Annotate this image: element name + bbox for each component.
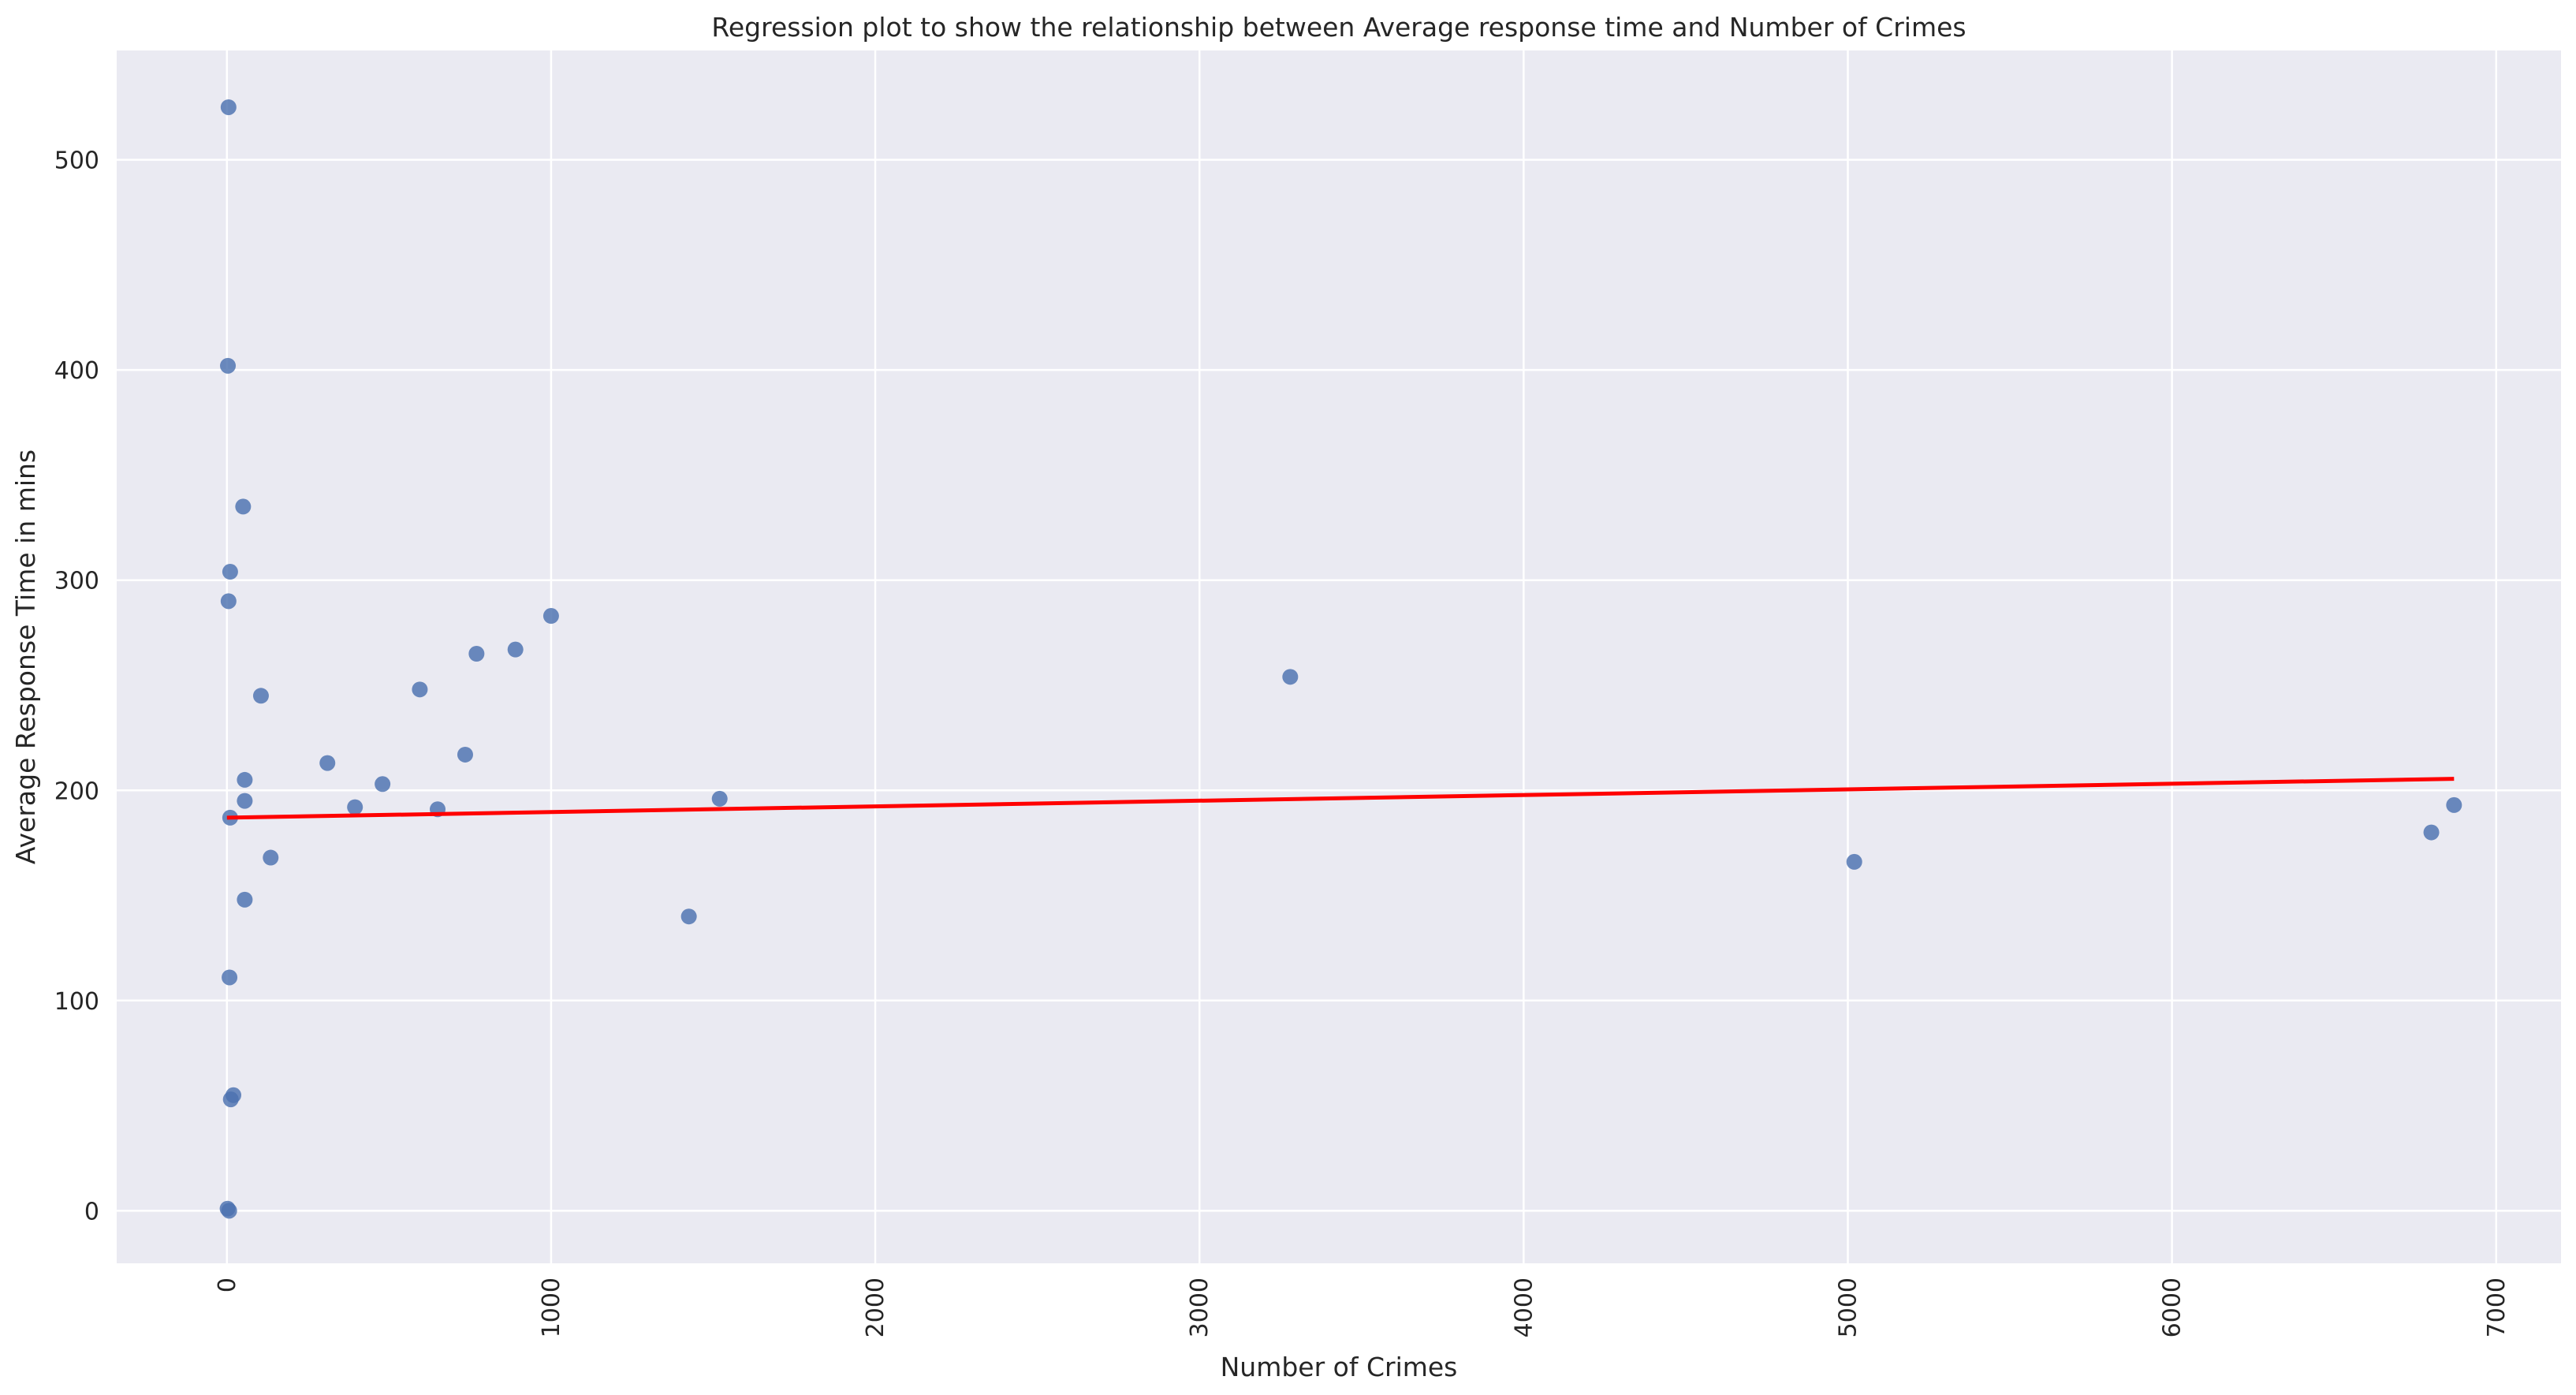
scatter-point bbox=[263, 849, 279, 866]
scatter-point bbox=[2423, 824, 2440, 841]
x-tick-label: 6000 bbox=[2159, 1278, 2186, 1337]
y-tick-label: 100 bbox=[54, 988, 99, 1016]
scatter-point bbox=[220, 593, 237, 610]
scatter-point bbox=[457, 746, 473, 763]
x-tick-label: 2000 bbox=[862, 1278, 889, 1337]
plot-area bbox=[117, 50, 2561, 1263]
chart-title: Regression plot to show the relationship… bbox=[711, 12, 1966, 43]
y-tick-label: 0 bbox=[84, 1198, 99, 1225]
scatter-point bbox=[468, 646, 485, 662]
scatter-point bbox=[237, 771, 253, 788]
scatter-point bbox=[235, 498, 252, 515]
scatter-point bbox=[711, 790, 728, 807]
tick-labels: 0 1000 2000 3000 4000 5000 6000 7000 0 100 200 300 4… bbox=[54, 147, 2511, 1338]
x-axis-label: Number of Crimes bbox=[1221, 1352, 1458, 1382]
y-tick-label: 300 bbox=[54, 568, 99, 595]
scatter-point bbox=[220, 99, 237, 115]
scatter-point bbox=[412, 681, 428, 698]
scatter-point bbox=[2446, 796, 2462, 813]
x-tick-label: 7000 bbox=[2483, 1278, 2511, 1337]
y-axis-label: Average Response Time in mins bbox=[10, 449, 41, 864]
scatter-point bbox=[237, 793, 253, 809]
scatter-point bbox=[347, 799, 363, 815]
grid-lines bbox=[117, 50, 2561, 1263]
x-tick-label: 1000 bbox=[538, 1278, 565, 1337]
y-tick-label: 200 bbox=[54, 778, 99, 805]
scatter-point bbox=[375, 776, 391, 793]
scatter-point bbox=[1282, 669, 1299, 685]
scatter-points bbox=[219, 99, 2462, 1219]
x-tick-label: 3000 bbox=[1186, 1278, 1213, 1337]
scatter-point bbox=[507, 641, 524, 658]
scatter-point bbox=[1846, 853, 1862, 870]
regression-line bbox=[226, 777, 2455, 820]
scatter-point bbox=[237, 891, 253, 908]
scatter-point bbox=[680, 908, 697, 925]
scatter-point bbox=[222, 1091, 239, 1108]
y-tick-label: 400 bbox=[54, 357, 99, 385]
scatter-point bbox=[319, 755, 336, 771]
scatter-point bbox=[222, 564, 238, 580]
y-tick-label: 500 bbox=[54, 147, 99, 175]
x-tick-label: 5000 bbox=[1834, 1278, 1862, 1337]
scatter-point bbox=[221, 1203, 237, 1219]
x-tick-label: 4000 bbox=[1510, 1278, 1538, 1337]
scatter-point bbox=[222, 969, 238, 986]
x-tick-label: 0 bbox=[214, 1278, 241, 1292]
scatter-point bbox=[220, 357, 237, 374]
scatter-point bbox=[542, 608, 559, 625]
scatter-point bbox=[252, 688, 269, 704]
